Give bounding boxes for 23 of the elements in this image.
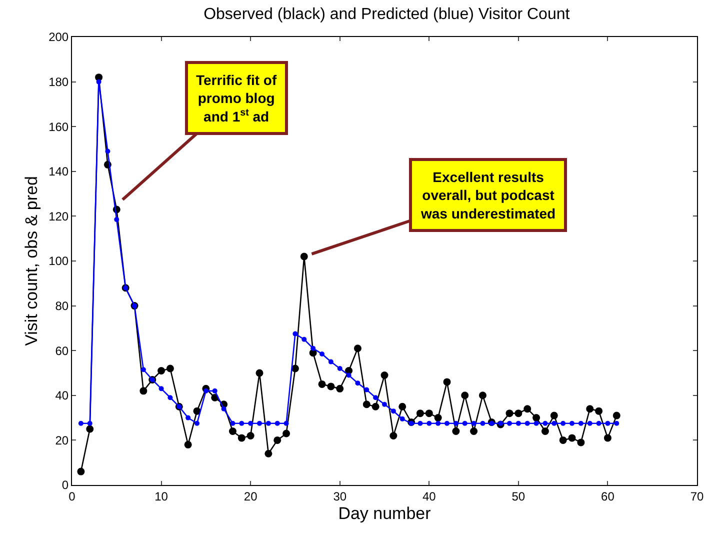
y-tick-label: 0 (62, 478, 69, 492)
x-tick-label: 60 (601, 489, 615, 504)
y-tick-label: 100 (48, 254, 69, 268)
chart-title: Observed (black) and Predicted (blue) Visitor Count (204, 6, 570, 24)
y-tick-label: 200 (48, 30, 69, 44)
y-axis-title: Visit count, obs & pred (22, 176, 42, 346)
annotation: Terrific fit of promo blog and 1$^{st}$ ad (196, 72, 277, 124)
y-tick-label: 180 (48, 75, 69, 89)
y-tick-label: 160 (48, 120, 69, 134)
y-tick-label: 20 (55, 433, 69, 448)
x-axis-title: Day number (338, 504, 432, 523)
y-tick-label: 120 (48, 209, 69, 224)
y-tick-label: 60 (55, 344, 69, 358)
annotation: Excellent results overall, but podcast was underestimated (420, 169, 556, 222)
y-tick-label: 80 (55, 299, 69, 313)
x-tick-label: 70 (690, 489, 704, 504)
x-tick-label: 50 (512, 489, 526, 504)
x-tick-label: 10 (154, 489, 168, 504)
x-tick-label: 40 (422, 489, 436, 504)
x-tick-label: 30 (333, 489, 347, 504)
y-tick-label: 140 (48, 164, 69, 179)
x-tick-label: 20 (244, 489, 258, 504)
y-tick-label: 40 (55, 388, 69, 403)
